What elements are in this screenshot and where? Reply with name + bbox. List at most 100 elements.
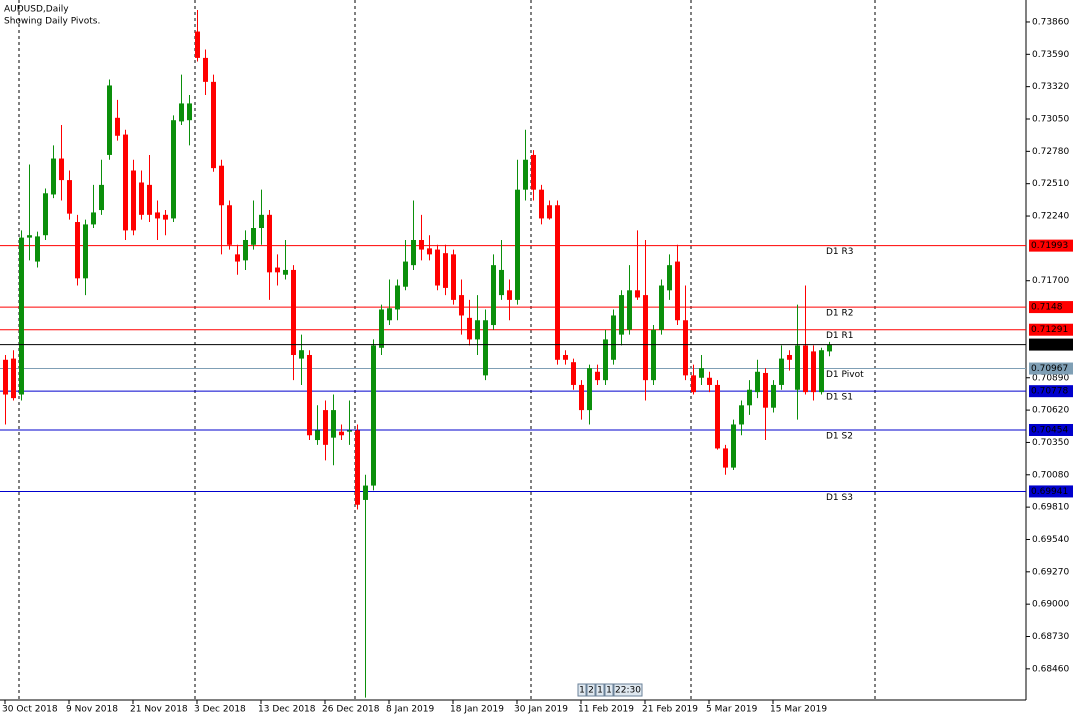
candle-body [795, 345, 800, 390]
candle-body [283, 269, 288, 275]
price-box-label: 0.70778 [1031, 387, 1068, 397]
x-tick-label: 30 Jan 2019 [514, 705, 568, 715]
candle-body [739, 405, 744, 425]
candle-body [59, 158, 64, 181]
candle-body [51, 158, 56, 195]
candle-body [371, 345, 376, 486]
pivot-label: D1 R2 [826, 309, 854, 319]
candle-body [107, 85, 112, 155]
candle-body [139, 182, 144, 215]
candle-body [675, 261, 680, 321]
timer-box [595, 683, 605, 697]
candle-body [427, 248, 432, 255]
timer-box [613, 683, 643, 697]
pivot-label: D1 R1 [826, 331, 854, 341]
candle-body [187, 103, 192, 121]
candle-body [715, 384, 720, 449]
candle-body [659, 285, 664, 330]
candle-body [3, 359, 8, 395]
candle-body [179, 103, 184, 122]
candle-body [491, 265, 496, 326]
candle-body [603, 339, 608, 381]
candle-body [531, 154, 536, 190]
candle-body [747, 389, 752, 406]
price-box [1029, 485, 1073, 498]
timer-label: 2 [588, 686, 594, 696]
price-box [1029, 362, 1073, 375]
y-tick-label: 0.72780 [1032, 147, 1069, 157]
price-box [1029, 239, 1073, 252]
candle-body [75, 222, 80, 279]
timer-box [604, 683, 614, 697]
chart-subtitle: Showing Daily Pivots. [4, 17, 100, 27]
candle-body [803, 345, 808, 393]
x-tick-label: 30 Oct 2018 [2, 705, 58, 715]
candle-body [243, 239, 248, 261]
candle-body [499, 269, 504, 296]
candle-body [467, 317, 472, 340]
pivot-label: D1 S3 [826, 493, 853, 503]
y-tick-label: 0.69540 [1032, 535, 1069, 545]
candle-body [691, 375, 696, 393]
price-box-label: 0.71291 [1031, 325, 1068, 335]
candle-body [563, 354, 568, 360]
candle-body [571, 362, 576, 385]
candle-body [315, 430, 320, 441]
pivot-label: D1 Pivot [826, 370, 864, 380]
candle-body [347, 430, 352, 432]
candle-body [779, 358, 784, 385]
candle-body [163, 214, 168, 220]
candle-body [131, 170, 136, 231]
candle-body [291, 269, 296, 355]
y-tick-label: 0.73590 [1032, 50, 1069, 60]
candle-body [595, 371, 600, 381]
candle-body [395, 285, 400, 310]
y-tick-label: 0.73050 [1032, 115, 1069, 125]
y-tick-label: 0.68460 [1032, 664, 1069, 674]
y-tick-label: 0.72510 [1032, 179, 1069, 189]
candle-body [451, 254, 456, 300]
x-tick-label: 11 Feb 2019 [578, 705, 634, 715]
candle-body [547, 205, 552, 219]
candle-body [171, 120, 176, 219]
x-tick-label: 9 Nov 2018 [66, 705, 118, 715]
last-price-label: 0.71167 [1031, 340, 1068, 350]
price-box [1029, 301, 1073, 314]
candle-body [635, 290, 640, 298]
x-tick-label: 21 Nov 2018 [130, 705, 188, 715]
price-box-label: 0.70454 [1031, 425, 1068, 435]
pivot-label: D1 R3 [826, 247, 854, 257]
timer-label: 1 [579, 686, 585, 696]
candle-body [27, 235, 32, 238]
candle-body [147, 184, 152, 215]
candle-body [43, 193, 48, 236]
candle-body [507, 290, 512, 300]
candle-body [411, 239, 416, 266]
candle-body [227, 205, 232, 245]
candle-body [443, 253, 448, 288]
candle-body [763, 372, 768, 408]
candle-body [299, 350, 304, 359]
candle-body [267, 214, 272, 273]
candle-body [539, 189, 544, 219]
candle-body [555, 205, 560, 360]
candle-body [307, 354, 312, 436]
candle-body [67, 180, 72, 214]
candle-body [91, 212, 96, 225]
period-separators [18, 0, 876, 700]
candle-body [323, 410, 328, 445]
y-tick-label: 0.73320 [1032, 82, 1069, 92]
price-box [1029, 423, 1073, 436]
price-box [1029, 385, 1073, 398]
candle-body [611, 315, 616, 360]
candle-body [155, 212, 160, 219]
candle-body [811, 351, 816, 393]
y-tick-label: 0.70890 [1032, 373, 1069, 383]
x-tick-label: 3 Dec 2018 [194, 705, 246, 715]
timer-label: 22:30 [615, 686, 641, 696]
candle-body [459, 295, 464, 316]
pivot-label: D1 S1 [826, 393, 853, 403]
chart-title: AUDUSD,Daily [4, 5, 69, 15]
candle-body [579, 384, 584, 411]
candle-body [387, 308, 392, 321]
